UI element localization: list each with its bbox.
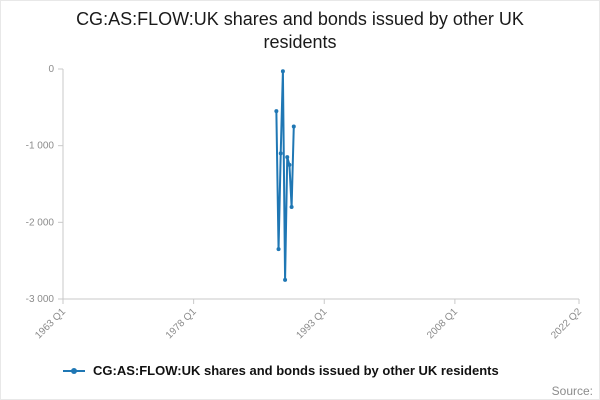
- legend-dot-icon: [71, 367, 77, 374]
- legend-line-marker: [63, 367, 85, 375]
- y-tick-label: -1 000: [26, 141, 55, 152]
- source-note: Source:: [551, 384, 593, 398]
- y-tick-label: 0: [48, 64, 54, 75]
- chart-area: 0 -1 000 -2 000 -3 000 1963 Q1 1978 Q1 1993 Q1…: [1, 53, 599, 353]
- legend-item[interactable]: CG:AS:FLOW:UK shares and bonds issued by…: [63, 363, 499, 378]
- data-point-marker: [287, 162, 292, 167]
- data-point-marker: [291, 124, 296, 129]
- data-point-marker: [280, 69, 285, 74]
- data-point-marker: [289, 205, 294, 209]
- data-point-marker: [274, 109, 279, 114]
- legend-label: CG:AS:FLOW:UK shares and bonds issued by…: [93, 363, 499, 378]
- x-tick-label: 1963 Q1: [33, 306, 68, 341]
- data-point-marker: [276, 247, 281, 252]
- y-tick-label: -3 000: [26, 294, 55, 305]
- x-tick-label: 2008 Q1: [425, 306, 460, 341]
- y-tick-label: -2 000: [26, 217, 55, 228]
- x-tick-label: 1993 Q1: [294, 306, 329, 341]
- x-tick-label: 2022 Q2: [549, 306, 584, 341]
- chart-title: CG:AS:FLOW:UK shares and bonds issued by…: [76, 9, 524, 53]
- data-point-marker: [285, 155, 290, 160]
- data-point-marker: [278, 151, 283, 156]
- data-point-marker: [283, 277, 288, 282]
- x-tick-label: 1978 Q1: [164, 306, 199, 341]
